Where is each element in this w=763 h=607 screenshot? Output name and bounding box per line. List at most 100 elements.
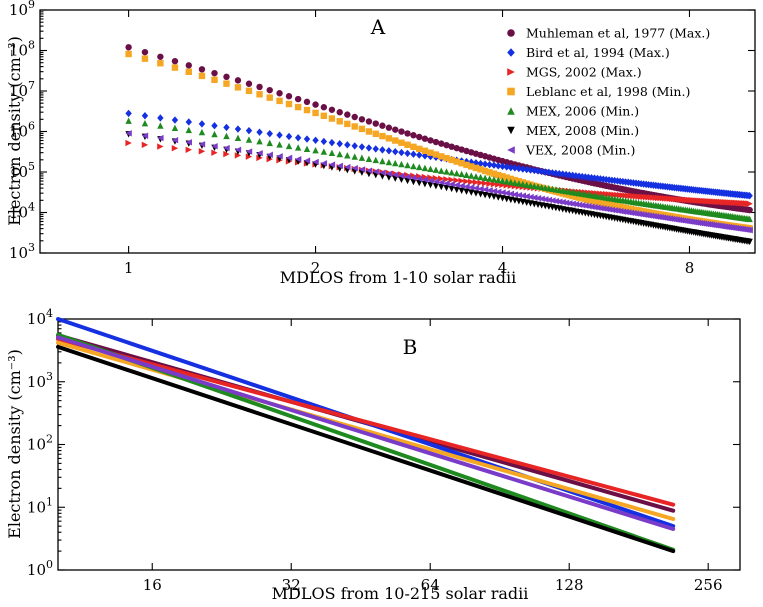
panel-a-point [344, 152, 351, 159]
panel-a-point [486, 187, 493, 194]
panel-a-point [198, 72, 206, 80]
panel-a-point [630, 209, 637, 217]
panel-a-point [523, 181, 530, 188]
panel-b-line-mex-2008-min [56, 344, 676, 554]
panel-a-point [527, 193, 534, 201]
panel-a-point [458, 177, 465, 185]
panel-a-point [344, 141, 351, 149]
panel-b-line-vex-2008-min [56, 335, 676, 532]
panel-a-point [410, 178, 417, 186]
legend-marker [507, 68, 515, 76]
panel-a-point [591, 174, 598, 182]
panel-b-x-tick-label: 32 [282, 576, 301, 594]
panel-a-point [746, 238, 753, 246]
panel-a-point [486, 160, 493, 169]
panel-a-y-tick-label: 109 [9, 0, 35, 19]
legend-item-mex-2008-min: MEX, 2008 (Min.) [507, 123, 639, 138]
panel-a-point [614, 207, 621, 214]
panel-a-x-tick-label: 4 [498, 259, 508, 277]
legend-item-muhleman-et-al-1977-max: Muhleman et al, 1977 (Max.) [507, 26, 710, 41]
panel-a-point [472, 184, 480, 192]
panel-a-point [481, 186, 489, 193]
panel-a-point [579, 172, 586, 181]
panel-a-point [627, 209, 635, 216]
panel-b-axes: 16 32 64 128 256 100 101 102 103 104 [27, 307, 740, 594]
panel-a-point [611, 207, 618, 214]
panel-b-x-tick-label: 16 [143, 576, 162, 594]
panel-a-point [211, 143, 218, 150]
panel-a-point [562, 170, 570, 179]
panel-a-y-axis-label: Electron density (cm⁻³) [5, 36, 24, 226]
panel-a-point [427, 177, 434, 184]
panel-a-point [351, 142, 358, 150]
panel-a-point [534, 195, 542, 202]
panel-a-point [746, 226, 753, 234]
panel-a-point [569, 171, 576, 180]
panel-a-point [572, 201, 580, 208]
legend-marker [507, 29, 515, 37]
panel-a-point [276, 141, 283, 148]
panel-a-point [443, 180, 450, 187]
panel-a-point [294, 156, 302, 163]
panel-a-point [320, 137, 328, 146]
panel-a-point [519, 192, 527, 199]
panel-a-point [416, 175, 423, 183]
legend-label: VEX, 2008 (Min.) [525, 143, 635, 158]
panel-a-point [632, 210, 640, 217]
panel-a-point [458, 170, 465, 178]
panel-a-y-tick-label: 106 [9, 120, 35, 141]
panel-a-point [416, 145, 423, 153]
panel-a-point [591, 204, 598, 211]
panel-a-x-axis-label: MDLOS from 1-10 solar radii [280, 268, 516, 287]
panel-a-point [515, 180, 523, 187]
panel-a-point [416, 163, 423, 171]
panel-a-point [157, 134, 164, 142]
panel-a-point [125, 117, 132, 124]
panel-a-point [141, 132, 149, 139]
panel-a-point [223, 123, 230, 132]
panel-a-point [294, 103, 302, 111]
panel-a-point [234, 125, 242, 133]
panel-b-y-tick-label: 103 [27, 370, 53, 391]
panel-a-point [438, 183, 445, 191]
panel-a-point [410, 174, 417, 182]
panel-a-point [481, 191, 489, 199]
panel-a-point [211, 69, 218, 77]
panel-a-point [303, 98, 311, 106]
panel-a-point [443, 184, 450, 192]
panel-a-point [328, 138, 336, 147]
panel-a-axes: 1 2 4 8 103 104 105 106 107 108 109 [9, 0, 755, 277]
panel-a-point [538, 167, 545, 176]
panel-a-point [223, 144, 230, 152]
panel-a: 1 2 4 8 103 104 105 106 107 108 109 A Muhleman et … [5, 0, 756, 287]
panel-a-point [392, 137, 399, 144]
panel-a-point [372, 145, 379, 153]
panel-a-point [490, 180, 498, 188]
legend-marker [507, 87, 515, 96]
panel-a-point [256, 150, 263, 157]
panel-a-point [448, 169, 455, 176]
panel-a-point [453, 181, 460, 189]
panel-a-point [463, 183, 470, 190]
panel-a-point [328, 106, 336, 113]
panel-a-point [372, 156, 379, 164]
panel-a-point [569, 192, 576, 200]
panel-a-point [141, 55, 149, 62]
panel-a-point [481, 180, 489, 187]
panel-a-point [579, 202, 586, 209]
legend-item-mgs-2002-max: MGS, 2002 (Max.) [507, 65, 642, 80]
panel-a-point [303, 106, 311, 114]
panel-a-point [569, 200, 576, 207]
panel-b-y-tick-label: 102 [27, 433, 53, 454]
panel-a-point [410, 162, 417, 170]
panel-a-point [141, 120, 149, 127]
panel-a-point [385, 158, 393, 166]
panel-a-point [531, 182, 538, 190]
panel-a-point [157, 114, 164, 122]
panel-a-point [398, 139, 405, 146]
panel-a-point [427, 174, 434, 181]
panel-a-point [556, 169, 563, 178]
panel-a-point [559, 198, 566, 206]
panel-a-point [198, 128, 206, 136]
panel-a-point [320, 112, 328, 120]
